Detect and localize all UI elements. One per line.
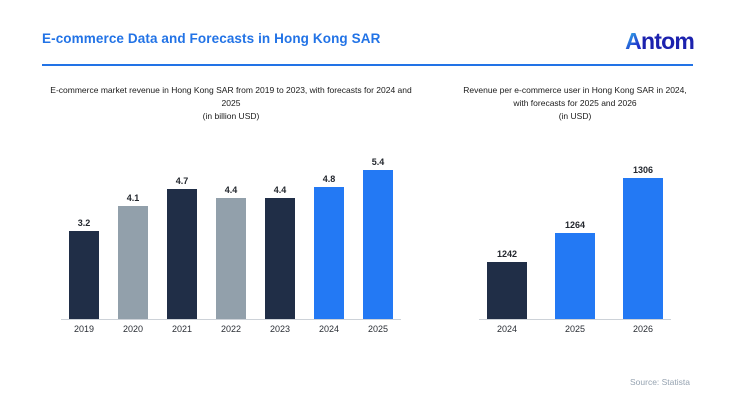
x-axis-labels: 2024 2025 2026 (479, 324, 671, 334)
bar-chart-plot-area: 3.2 4.1 4.7 4.4 4.4 4.8 5.4 (61, 134, 401, 320)
bar-column: 4.1 (118, 193, 148, 319)
bar (487, 262, 527, 319)
chart-subtitle-line: (in USD) (558, 111, 592, 121)
bar-column: 4.7 (167, 176, 197, 319)
x-axis-label: 2023 (269, 324, 291, 334)
source-attribution: Source: Statista (629, 377, 690, 387)
chart-subtitle-line: Revenue per e-commerce user in Hong Kong… (463, 85, 687, 95)
x-axis-label: 2019 (73, 324, 95, 334)
bar-column: 5.4 (363, 157, 393, 319)
x-axis-label: 2021 (171, 324, 193, 334)
header-divider (42, 64, 693, 66)
antom-logo-rest: ntom (640, 28, 695, 54)
bar-column: 3.2 (69, 218, 99, 319)
chart-revenue-per-user: Revenue per e-commerce user in Hong Kong… (448, 84, 702, 334)
bar (167, 189, 197, 319)
x-axis-label: 2022 (220, 324, 242, 334)
antom-logo: Antom (625, 28, 695, 56)
bar (314, 187, 344, 319)
bar (118, 206, 148, 319)
bar (623, 178, 663, 319)
bar (555, 233, 595, 319)
bar-column: 1306 (623, 165, 663, 319)
bar-value-label: 5.4 (371, 157, 385, 167)
bar-column: 4.4 (216, 185, 246, 319)
x-axis-label: 2025 (564, 324, 586, 334)
bar (265, 198, 295, 319)
chart-subtitle-line: 2025 (221, 98, 241, 108)
chart-subtitle: Revenue per e-commerce user in Hong Kong… (448, 84, 702, 123)
x-axis-label: 2024 (496, 324, 518, 334)
bar-value-label: 4.4 (273, 185, 287, 195)
x-axis-label: 2020 (122, 324, 144, 334)
page-title: E-commerce Data and Forecasts in Hong Ko… (42, 31, 381, 46)
bar-value-label: 4.4 (224, 185, 238, 195)
chart-market-revenue: E-commerce market revenue in Hong Kong S… (42, 84, 420, 334)
bar-column: 4.4 (265, 185, 295, 319)
bar-value-label: 4.7 (175, 176, 189, 186)
chart-subtitle: E-commerce market revenue in Hong Kong S… (42, 84, 420, 123)
bar-value-label: 4.1 (126, 193, 140, 203)
bar-value-label: 1242 (496, 249, 518, 259)
bar-value-label: 3.2 (77, 218, 91, 228)
x-axis-labels: 2019 2020 2021 2022 2023 2024 2025 (61, 324, 401, 334)
x-axis-label: 2024 (318, 324, 340, 334)
bar-column: 1242 (487, 249, 527, 319)
chart-subtitle-line: (in billion USD) (202, 111, 260, 121)
bar-column: 4.8 (314, 174, 344, 319)
bar (363, 170, 393, 319)
bar-chart-plot-area: 1242 1264 1306 (479, 134, 671, 320)
bar-value-label: 4.8 (322, 174, 336, 184)
bar-column: 1264 (555, 220, 595, 319)
bar-value-label: 1264 (564, 220, 586, 230)
antom-logo-letter-a: A (625, 28, 642, 54)
bar (216, 198, 246, 319)
x-axis-label: 2026 (632, 324, 654, 334)
bar (69, 231, 99, 319)
chart-subtitle-line: E-commerce market revenue in Hong Kong S… (50, 85, 412, 95)
chart-subtitle-line: with forecasts for 2025 and 2026 (513, 98, 637, 108)
x-axis-label: 2025 (367, 324, 389, 334)
bar-value-label: 1306 (632, 165, 654, 175)
